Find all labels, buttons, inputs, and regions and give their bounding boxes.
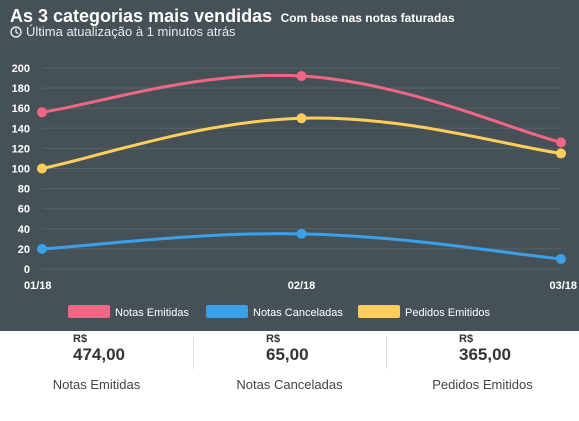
legend-label: Notas Canceladas: [253, 307, 343, 319]
chart-panel: 0 20 40 60 80 100 120 140 160 180 200 01/18 02/18 03/…: [0, 0, 579, 331]
y-tick-label: 160: [12, 103, 30, 115]
data-point: [37, 243, 47, 254]
summary-amount: 365,00: [459, 345, 511, 364]
y-tick-label: 200: [12, 63, 30, 75]
data-point: [37, 107, 47, 118]
summary-divider: [386, 337, 387, 369]
clock-icon: [10, 25, 22, 38]
legend-swatch: [358, 305, 400, 318]
summary-label: Notas Canceladas: [236, 377, 343, 392]
data-point: [296, 228, 307, 239]
legend-swatch: [206, 305, 248, 318]
summary-currency: R$: [73, 333, 88, 345]
y-tick-label: 60: [18, 204, 30, 216]
y-tick-label: 180: [12, 83, 30, 95]
x-tick-label: 03/18: [549, 280, 577, 292]
chart-header: As 3 categorias mais vendidas Com base n…: [10, 6, 455, 27]
summary-currency: R$: [266, 333, 281, 345]
data-point: [37, 163, 47, 174]
legend-label: Notas Emitidas: [115, 307, 189, 319]
summary-amount: 474,00: [73, 345, 125, 364]
y-tick-label: 0: [24, 264, 30, 276]
line-chart: 0 20 40 60 80 100 120 140 160 180 200 01/18 02/18 03/…: [12, 63, 577, 319]
summary-divider: [193, 337, 194, 369]
last-update: Última atualização à 1 minutos atrás: [10, 24, 236, 39]
data-point: [556, 137, 566, 148]
y-tick-label: 40: [18, 224, 30, 236]
y-tick-label: 120: [12, 143, 30, 155]
summary-label: Notas Emitidas: [52, 377, 141, 392]
data-point: [556, 253, 566, 264]
summary-currency: R$: [459, 333, 474, 345]
summary-amount: 65,00: [266, 345, 309, 364]
data-point: [296, 71, 307, 82]
y-tick-label: 100: [12, 164, 30, 176]
y-tick-label: 80: [18, 184, 30, 196]
y-tick-label: 20: [18, 244, 30, 256]
summary-card-pedidos-emitidos: R$ 365,00 Pedidos Emitidos: [386, 331, 579, 421]
x-tick-label: 01/18: [24, 280, 52, 292]
data-point: [556, 148, 566, 159]
series-line: [41, 116, 562, 170]
last-update-text: Última atualização à 1 minutos atrás: [26, 24, 236, 39]
data-point: [296, 113, 307, 124]
summary-card-notas-canceladas: R$ 65,00 Notas Canceladas: [193, 331, 386, 421]
legend-label: Pedidos Emitidos: [405, 307, 490, 319]
chart-subtitle: Com base nas notas faturadas: [280, 11, 455, 25]
legend-swatch: [68, 305, 110, 318]
x-tick-label: 02/18: [288, 280, 316, 292]
summary-card-notas-emitidas: R$ 474,00 Notas Emitidas: [0, 331, 193, 421]
series-line: [41, 73, 562, 144]
summary-section: R$ 474,00 Notas Emitidas R$ 65,00 Notas …: [0, 331, 579, 421]
chart-title: As 3 categorias mais vendidas: [10, 6, 273, 26]
summary-label: Pedidos Emitidos: [432, 377, 533, 392]
y-tick-label: 140: [12, 123, 30, 135]
